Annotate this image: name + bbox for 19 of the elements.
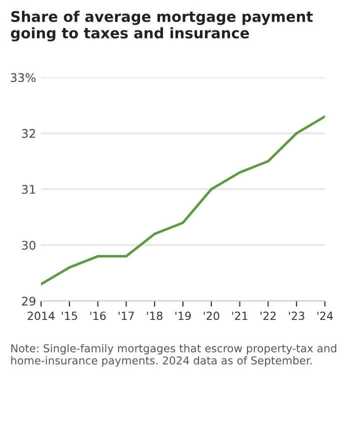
x-tick-label: '22 (260, 312, 276, 320)
x-tick-label: '17 (118, 312, 134, 320)
x-tick-label: '19 (175, 312, 191, 320)
x-tick-label: '16 (90, 312, 106, 320)
y-tick-label: 29 (22, 296, 36, 306)
x-tick-label: '18 (147, 312, 162, 320)
x-tick-label: 2014 (28, 312, 55, 320)
x-tick-label: '21 (232, 312, 248, 320)
x-tick-label: '15 (62, 312, 78, 320)
y-tick-label: 31 (22, 184, 36, 194)
chart-title: Share of average mortgage payment going to taxes and insurance (10, 10, 313, 42)
text: Note: Single-family mortgages that escrow property-tax and home-insurance payments. 2024 data as of September. (11, 344, 336, 367)
y-tick-label: 32 (22, 129, 35, 138)
y-tick-label: 30 (22, 240, 36, 250)
x-tick-label: '24 (317, 312, 333, 320)
line-series (41, 115, 325, 286)
x-tick-label: '23 (288, 312, 304, 320)
y-tick-label: 33% (10, 73, 36, 82)
x-tick-label: '20 (204, 312, 220, 320)
